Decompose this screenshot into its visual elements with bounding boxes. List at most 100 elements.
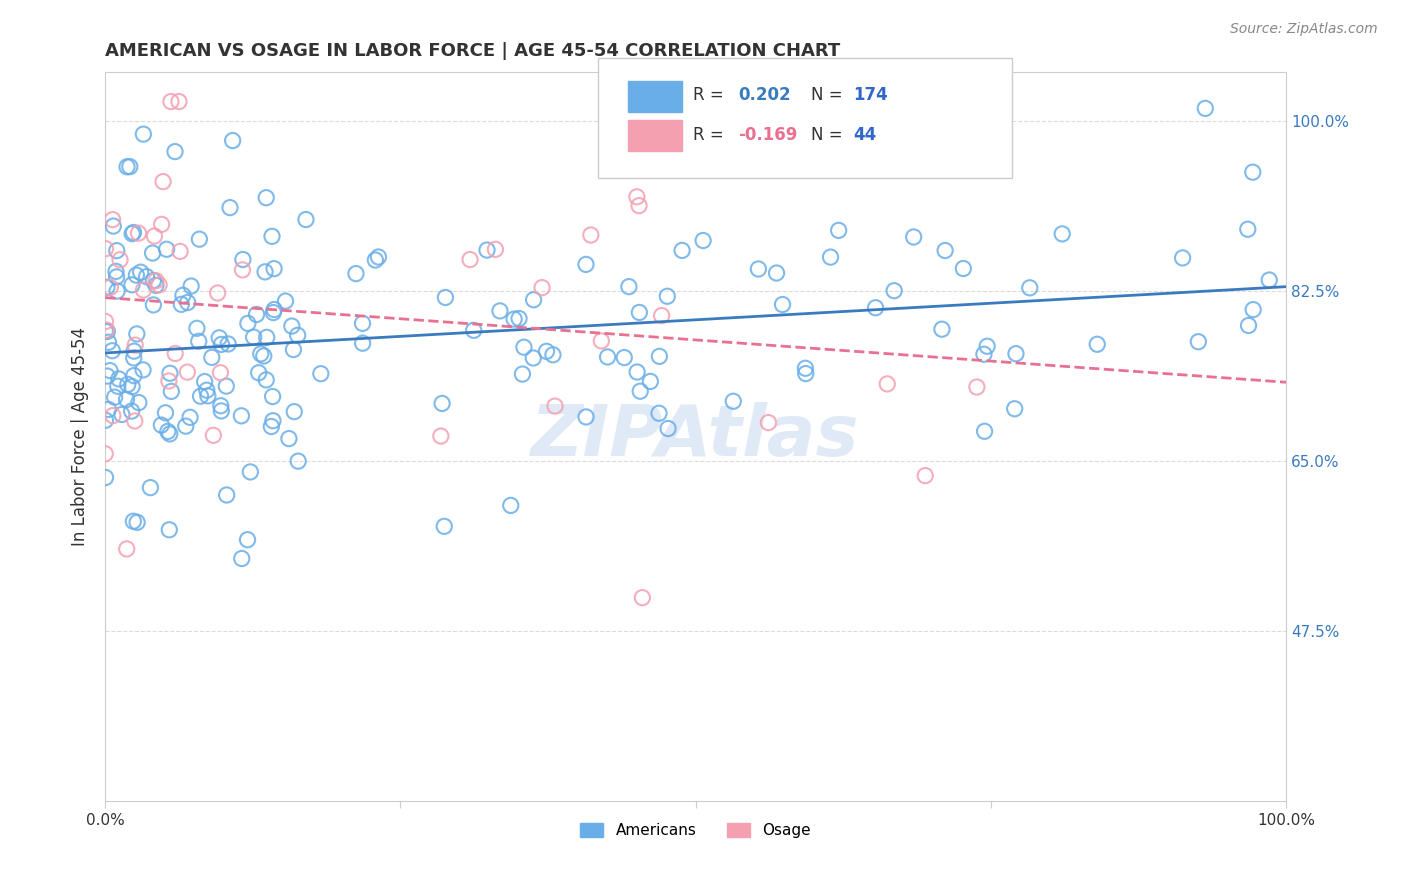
Text: 0.202: 0.202 — [738, 87, 790, 104]
Point — [657, 421, 679, 435]
Point — [772, 297, 794, 311]
Point — [287, 328, 309, 343]
Point — [231, 551, 253, 566]
Point — [207, 285, 229, 300]
Point — [94, 470, 117, 484]
Point — [1187, 334, 1209, 349]
Point — [122, 368, 145, 383]
Point — [159, 366, 181, 380]
Point — [591, 334, 613, 348]
Point — [101, 343, 124, 358]
Point — [430, 429, 453, 443]
Point — [197, 389, 219, 403]
Point — [97, 335, 120, 350]
Point — [820, 250, 842, 264]
Point — [148, 277, 170, 292]
Point — [934, 244, 956, 258]
Point — [283, 343, 305, 357]
Point — [132, 127, 155, 141]
Point — [187, 334, 209, 349]
Point — [463, 323, 485, 337]
Point — [613, 351, 636, 365]
Point — [242, 330, 264, 344]
Point — [94, 447, 117, 461]
Point — [96, 325, 118, 339]
Point — [127, 516, 149, 530]
Point — [125, 268, 148, 282]
Point — [96, 369, 118, 384]
Point — [190, 389, 212, 403]
Point — [150, 418, 173, 433]
Point — [260, 419, 283, 434]
Point — [865, 301, 887, 315]
Point — [254, 373, 277, 387]
Point — [966, 380, 988, 394]
Point — [167, 95, 190, 109]
Point — [104, 264, 127, 278]
Point — [931, 322, 953, 336]
Point — [157, 374, 180, 388]
Point — [1005, 347, 1028, 361]
Point — [640, 375, 662, 389]
Point — [117, 377, 139, 392]
Point — [105, 244, 128, 258]
Point — [309, 367, 332, 381]
Point — [231, 409, 253, 423]
Point — [121, 277, 143, 292]
Point — [626, 365, 648, 379]
Point — [262, 390, 284, 404]
Point — [1241, 165, 1264, 179]
Point — [122, 351, 145, 365]
Point — [628, 384, 651, 399]
Point — [508, 311, 530, 326]
Point — [596, 350, 619, 364]
Point — [626, 190, 648, 204]
Point — [209, 404, 232, 418]
Point — [1050, 227, 1073, 241]
Point — [139, 481, 162, 495]
Point — [671, 244, 693, 258]
Point — [160, 95, 183, 109]
Point — [132, 363, 155, 377]
Point — [278, 432, 301, 446]
Point — [903, 230, 925, 244]
Point — [1241, 302, 1264, 317]
Point — [489, 304, 512, 318]
Point — [512, 367, 534, 381]
Point — [122, 514, 145, 528]
Point — [281, 319, 304, 334]
Point — [260, 229, 283, 244]
Point — [544, 399, 567, 413]
Point — [499, 499, 522, 513]
Point — [159, 426, 181, 441]
Point — [475, 243, 498, 257]
Point — [263, 261, 285, 276]
Point — [617, 279, 640, 293]
Point — [98, 280, 121, 294]
Point — [973, 347, 995, 361]
Point — [503, 312, 526, 326]
Point — [249, 347, 271, 361]
Point — [129, 265, 152, 279]
Point — [628, 199, 651, 213]
Point — [253, 349, 276, 363]
Point — [648, 406, 671, 420]
Text: Source: ZipAtlas.com: Source: ZipAtlas.com — [1230, 22, 1378, 37]
Point — [122, 344, 145, 359]
Point — [115, 392, 138, 407]
Point — [121, 379, 143, 393]
Point — [1194, 101, 1216, 115]
Point — [876, 376, 898, 391]
Point — [657, 289, 679, 303]
Point — [1237, 318, 1260, 333]
Point — [94, 242, 117, 256]
Point — [236, 533, 259, 547]
Point — [344, 267, 367, 281]
Point — [254, 191, 277, 205]
Point — [105, 269, 128, 284]
Point — [96, 323, 118, 337]
Point — [231, 263, 253, 277]
Point — [747, 262, 769, 277]
Point — [976, 339, 998, 353]
Point — [484, 243, 506, 257]
